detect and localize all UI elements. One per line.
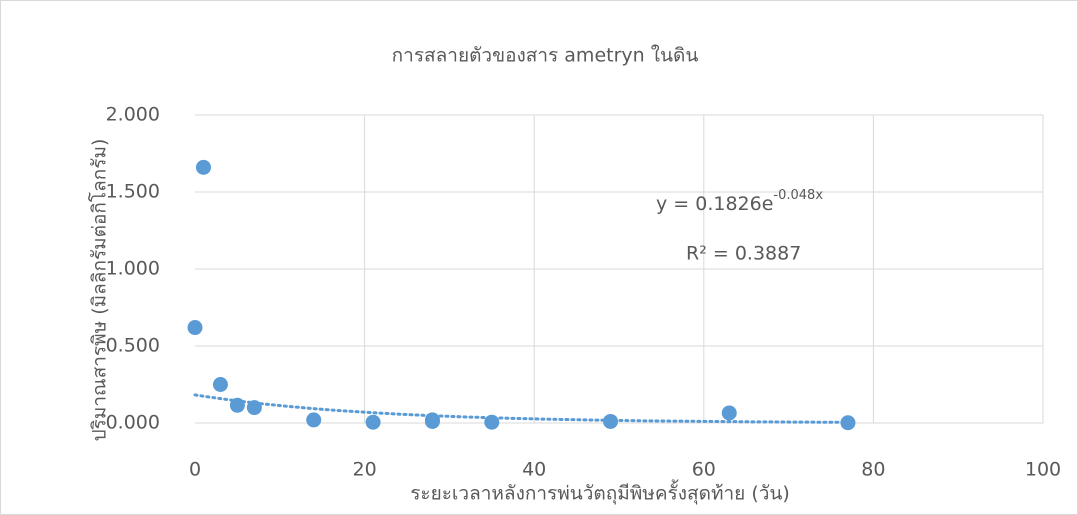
point [424,413,440,429]
x-tick-label: 20 [353,459,377,481]
point [212,377,228,392]
point [365,414,381,430]
x-axis-title: ระยะเวลาหลังการพ่นวัตถุมีพิษครั้งสุดท้าย… [410,480,790,506]
point [195,159,211,175]
trendline-equation: y = 0.1826e-0.048x [656,188,823,215]
point [246,400,262,416]
point [603,413,619,429]
y-tick-label: 1.000 [106,258,160,280]
r-squared: R² = 0.3887 [686,243,801,265]
x-tick-label: 40 [522,459,546,481]
trendline [193,393,850,424]
equation-exponent: -0.048x [773,188,823,203]
x-tick-label: 100 [1025,459,1061,481]
point [229,397,245,413]
point [840,415,856,431]
x-tick-label: 80 [861,459,885,481]
point [484,414,500,430]
y-tick-label: 0.000 [106,412,160,434]
x-tick-label: 0 [189,459,201,481]
point [306,412,322,428]
chart-title: การสลายตัวของสาร ametryn ในดิน [392,45,699,67]
point [721,405,737,421]
y-axis-title: ปริมาณสารพิษ (มิลลิกรัมต่อกิโลกรัม) [88,139,111,442]
y-tick-label: 0.500 [106,335,160,357]
equation-text: y = 0.1826e [656,193,773,215]
point [187,320,203,336]
y-tick-label: 2.000 [106,104,160,126]
y-tick-label: 1.500 [106,181,160,203]
x-tick-label: 60 [692,459,716,481]
